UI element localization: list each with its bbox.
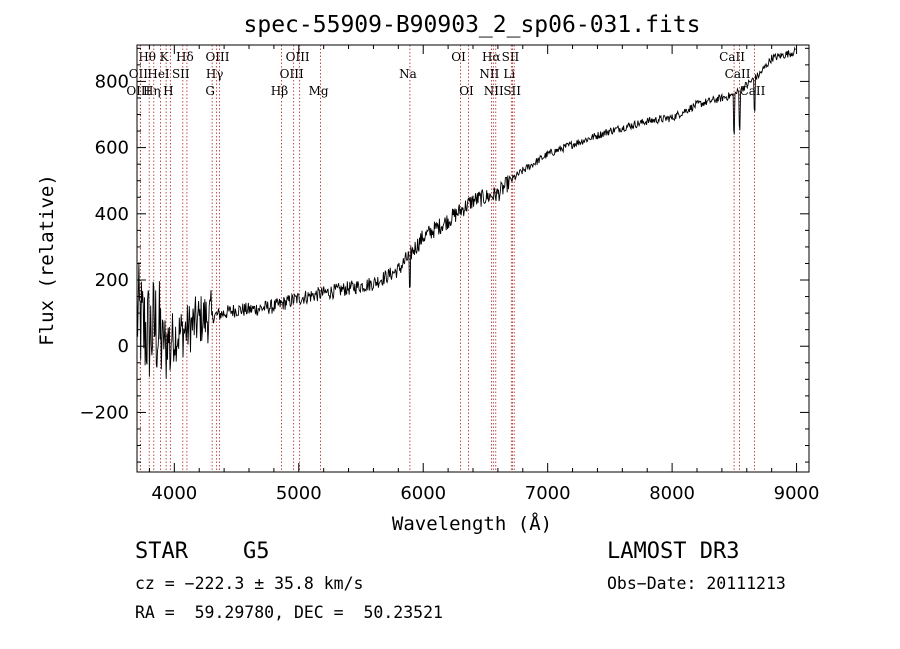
x-tick-label: 6000 bbox=[400, 483, 446, 504]
y-axis-label: Flux (relative) bbox=[36, 174, 58, 346]
spectral-line-label: Hη bbox=[143, 84, 161, 98]
spectral-line-label: G bbox=[205, 84, 215, 98]
spectral-line-label: Hδ bbox=[176, 50, 194, 64]
x-tick-label: 7000 bbox=[525, 483, 571, 504]
spectral-line-label: OIII bbox=[126, 84, 150, 98]
chart-title: spec-55909-B90903_2_sp06-031.fits bbox=[244, 12, 701, 38]
obs-date-label: Obs−Date: 20111213 bbox=[607, 574, 786, 593]
spectral-line-label: Li bbox=[503, 67, 515, 81]
spectral-line-label: SII bbox=[502, 50, 520, 64]
spectral-line-label: OI bbox=[459, 84, 474, 98]
y-tick-label: 200 bbox=[95, 270, 129, 291]
spectral-line-label: OI bbox=[451, 50, 466, 64]
spectrum-flux-line bbox=[136, 46, 796, 379]
x-axis-ticks: 4000 5000 6000 7000 8000 9000 bbox=[148, 45, 820, 504]
spectral-line-label: CaII bbox=[719, 50, 745, 64]
spectral-line-label: SII bbox=[172, 67, 190, 81]
y-tick-label: 800 bbox=[95, 71, 129, 92]
spectral-line-label: K bbox=[160, 50, 170, 64]
survey-label: LAMOST DR3 bbox=[607, 539, 740, 564]
redshift-label: cz = −222.3 ± 35.8 km/s bbox=[135, 574, 364, 593]
spectral-line-label: NII bbox=[479, 67, 499, 81]
x-axis-label: Wavelength (Å) bbox=[392, 512, 552, 535]
spectral-line-label: OIII bbox=[280, 67, 304, 81]
x-tick-label: 4000 bbox=[151, 483, 197, 504]
y-tick-label: 0 bbox=[118, 336, 129, 357]
spectral-line-label: SII bbox=[503, 84, 521, 98]
spectral-line-label: Hγ bbox=[206, 67, 224, 81]
class-label: STAR bbox=[135, 539, 188, 564]
spectral-line-label: Hθ bbox=[138, 50, 156, 64]
spectral-line-label: OII bbox=[129, 67, 149, 81]
coordinates-label: RA = 59.29780, DEC = 50.23521 bbox=[135, 603, 443, 622]
y-axis-ticks: −200 0 200 400 600 800 bbox=[80, 47, 809, 463]
y-tick-label: −200 bbox=[80, 402, 129, 423]
spectral-line-label: HeI bbox=[147, 67, 170, 81]
spectral-line-label: H bbox=[163, 84, 173, 98]
x-tick-label: 8000 bbox=[649, 483, 695, 504]
x-tick-label: 9000 bbox=[774, 483, 820, 504]
spectral-line-label: Mg bbox=[309, 84, 329, 98]
plot-frame bbox=[136, 44, 810, 473]
x-tick-label: 5000 bbox=[276, 483, 322, 504]
y-tick-label: 400 bbox=[95, 204, 129, 225]
spectral-line-label: OIII bbox=[286, 50, 310, 64]
spectral-line-label: CaII bbox=[725, 67, 751, 81]
spectral-line-label: NII bbox=[484, 84, 504, 98]
y-tick-label: 600 bbox=[95, 138, 129, 159]
spectral-line-label: CaII bbox=[740, 84, 766, 98]
spectral-line-label: Na bbox=[399, 67, 417, 81]
spectral-line-label: OIII bbox=[205, 50, 229, 64]
spectrum-layer bbox=[136, 46, 796, 379]
spectral-line-label: Hβ bbox=[271, 84, 288, 98]
subclass-label: G5 bbox=[243, 539, 270, 564]
